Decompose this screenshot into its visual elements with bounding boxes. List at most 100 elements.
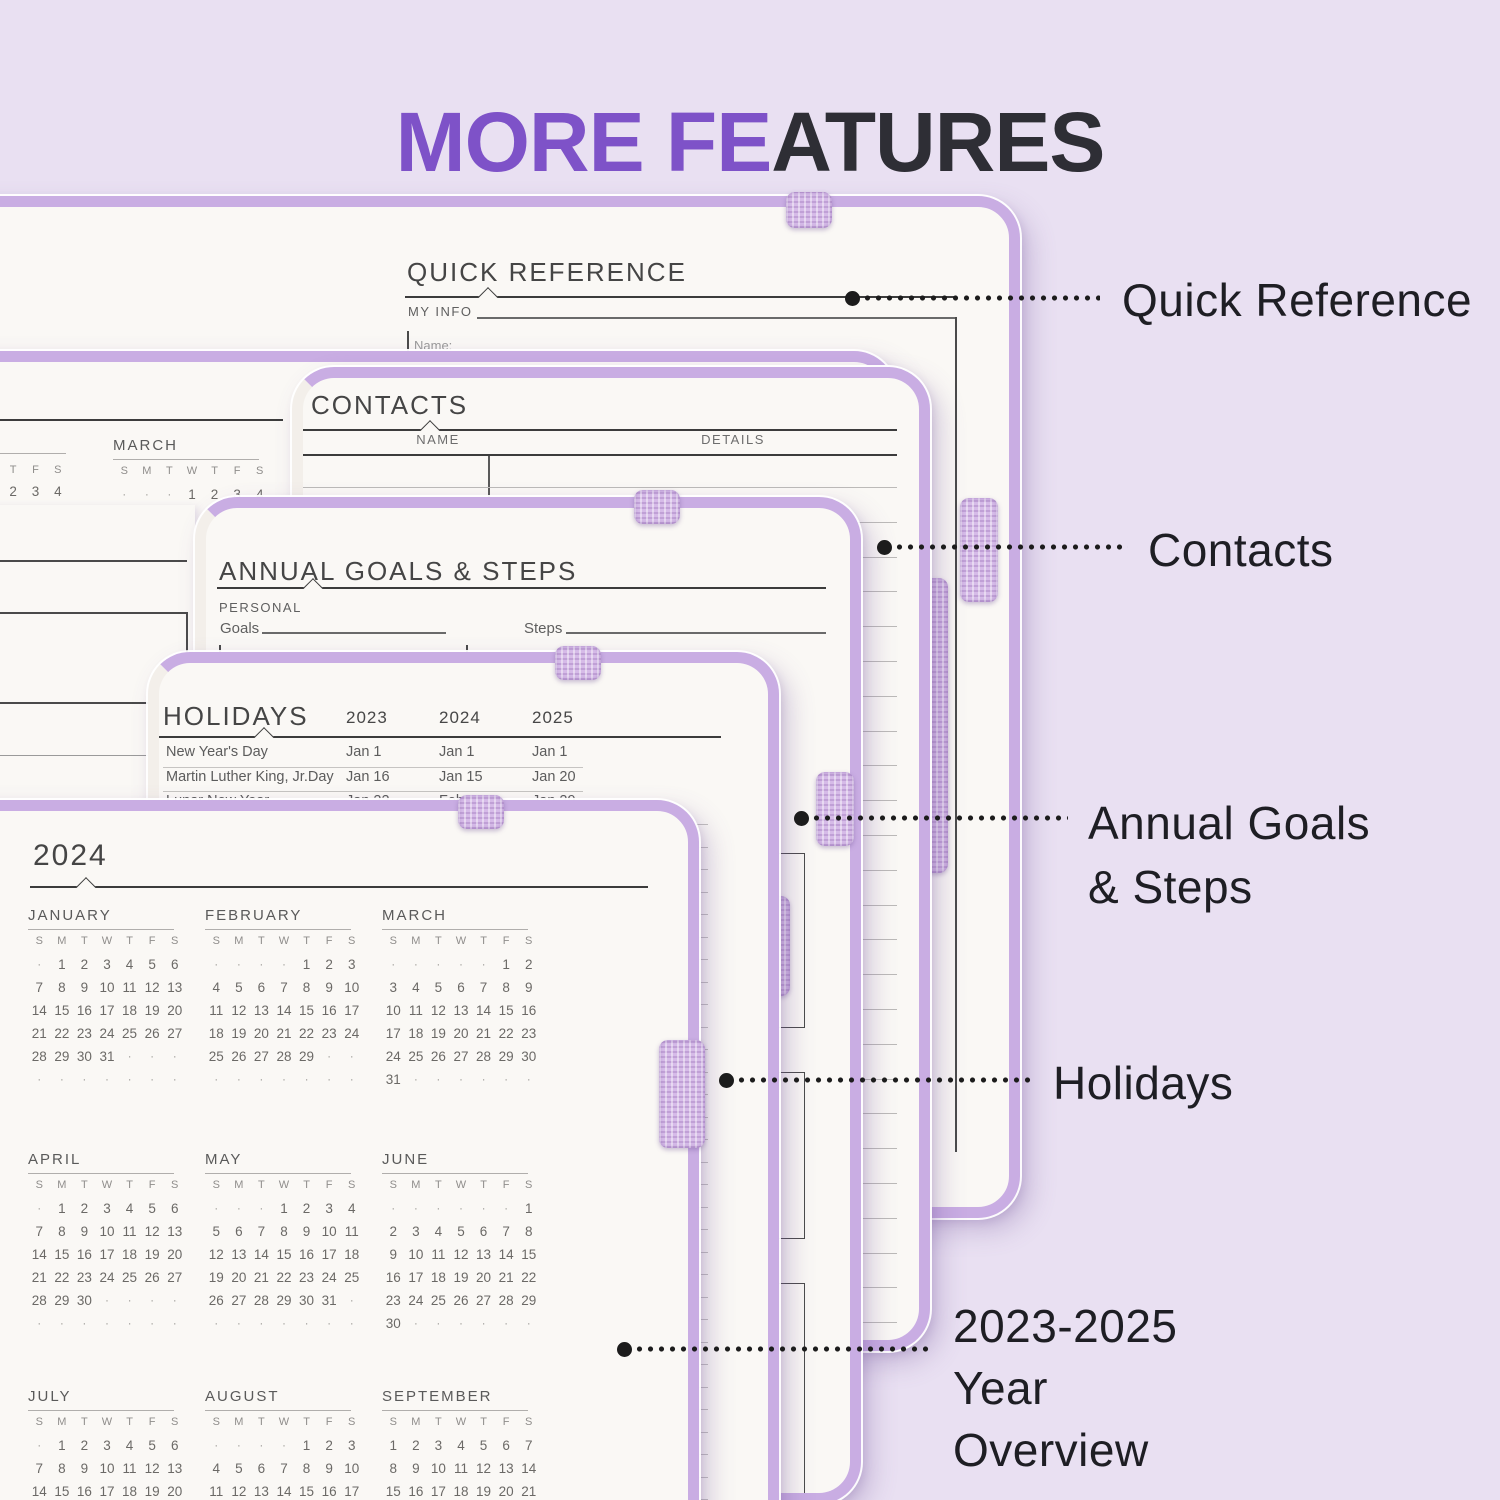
day-number: S (171, 935, 179, 947)
day-number: 4 (255, 487, 264, 502)
day-number: W (278, 935, 290, 947)
day-number: 11 (122, 1224, 137, 1239)
day-number: 8 (58, 1224, 66, 1239)
empty-day-dot: · (214, 957, 219, 971)
day-number: W (186, 465, 198, 477)
day-number: 4 (347, 1201, 356, 1216)
day-number: 30 (385, 1316, 401, 1331)
day-number: 11 (209, 1003, 224, 1018)
box-bottom-edge (0, 702, 187, 704)
day-number: W (278, 1416, 290, 1428)
day-number: 4 (434, 1224, 443, 1239)
empty-day-dot: · (259, 1201, 264, 1215)
empty-day-dot: · (436, 1072, 441, 1086)
empty-day-dot: · (259, 1316, 264, 1330)
empty-day-dot: · (150, 1049, 155, 1063)
elastic-band (960, 498, 998, 602)
day-number: 20 (167, 1484, 183, 1499)
day-number: 27 (476, 1293, 492, 1308)
day-number: 14 (276, 1484, 292, 1499)
day-number: 11 (122, 1461, 137, 1476)
day-number: 26 (430, 1049, 446, 1064)
empty-day-dot: · (37, 1072, 42, 1086)
goals-label: Goals (220, 620, 260, 637)
day-number: S (35, 1416, 43, 1428)
holiday-date: Jan 20 (532, 768, 576, 785)
box-top-edge (0, 612, 187, 614)
day-number: 2 (325, 957, 333, 972)
day-number: F (233, 465, 241, 477)
day-number: 18 (344, 1247, 360, 1262)
day-number: 21 (31, 1270, 47, 1285)
empty-day-dot: · (391, 1201, 396, 1215)
day-number: 10 (321, 1224, 337, 1239)
day-number: F (502, 1416, 510, 1428)
day-number: 14 (31, 1003, 47, 1018)
day-number: 6 (257, 980, 266, 995)
day-number: 11 (209, 1484, 224, 1499)
day-number: T (9, 464, 17, 476)
day-number: 9 (389, 1247, 398, 1262)
calendar-week-row: 5 6 7 8 9 10 11 (205, 1220, 363, 1243)
heading-notch (478, 287, 498, 307)
month-underline (28, 1410, 174, 1411)
day-number: 25 (344, 1270, 360, 1285)
day-number: 18 (122, 1003, 138, 1018)
empty-day-dot: · (349, 1072, 354, 1086)
day-number: 7 (502, 1224, 510, 1239)
day-number: 9 (412, 1461, 420, 1476)
callout-label-line: Contacts (1148, 524, 1334, 576)
day-number: M (234, 1416, 244, 1428)
day-number: T (126, 1179, 133, 1191)
empty-day-dot: · (481, 957, 486, 971)
day-number: S (389, 1179, 397, 1191)
day-number: 10 (344, 1461, 360, 1476)
day-number: W (455, 1416, 467, 1428)
day-number: S (389, 1416, 397, 1428)
day-number: 6 (170, 1438, 179, 1453)
holiday-date: Jan 15 (439, 768, 483, 785)
day-number: 8 (502, 980, 510, 995)
day-number: 2 (325, 1438, 333, 1453)
month-underline (382, 929, 528, 930)
empty-day-dot: · (127, 1072, 132, 1086)
empty-day-dot: · (214, 1072, 219, 1086)
day-number: 13 (167, 1461, 183, 1476)
day-number: W (101, 935, 113, 947)
empty-day-dot: · (236, 957, 241, 971)
empty-day-dot: · (526, 1316, 531, 1330)
day-number: 2 (80, 1201, 89, 1216)
day-number: 28 (476, 1049, 492, 1064)
day-number: 25 (208, 1049, 224, 1064)
leader-dot-contacts (877, 540, 892, 555)
calendar-week-row: 19 20 21 22 23 24 25 (205, 1266, 363, 1289)
empty-day-dot: · (259, 1072, 264, 1086)
day-number: 18 (208, 1026, 224, 1041)
empty-day-dot: · (37, 1316, 42, 1330)
calendar-week-row: 26 27 28 29 30 31 · (205, 1289, 363, 1312)
day-number: 30 (521, 1049, 537, 1064)
day-number: T (480, 1416, 487, 1428)
holiday-date: Jan 1 (532, 744, 568, 760)
empty-day-dot: · (172, 1072, 177, 1086)
day-number: 15 (54, 1247, 70, 1262)
day-number: 16 (385, 1270, 401, 1285)
empty-day-dot: · (481, 1072, 486, 1086)
day-number: T (303, 935, 310, 947)
day-number: S (171, 1416, 179, 1428)
month-label: AUGUST (205, 1388, 280, 1405)
calendar-week-row: 10 11 12 13 14 15 16 (382, 999, 540, 1022)
day-number: 16 (76, 1003, 92, 1018)
empty-day-dot: · (436, 1316, 441, 1330)
day-number: 20 (453, 1026, 469, 1041)
day-number: 1 (58, 957, 66, 972)
day-number: 12 (208, 1247, 224, 1262)
day-number: 9 (325, 980, 333, 995)
day-number: S (212, 1416, 220, 1428)
day-number: 4 (125, 1201, 134, 1216)
empty-day-dot: · (259, 957, 264, 971)
callout-label-line: Year (953, 1362, 1048, 1414)
day-number: 2 (412, 1438, 420, 1453)
